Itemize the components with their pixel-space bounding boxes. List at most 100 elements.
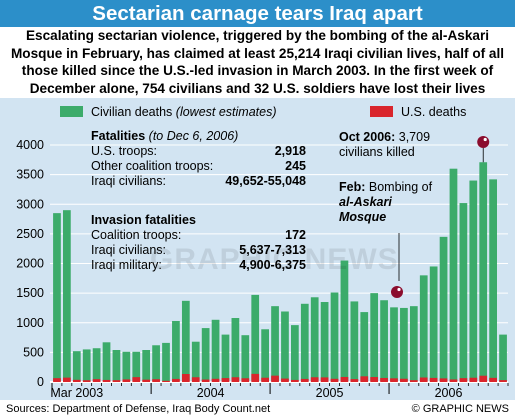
bar-civilian	[251, 294, 260, 382]
oct-annotation-value: 3,709	[395, 130, 431, 144]
x-axis-baseline	[50, 381, 508, 383]
fatalities-row: Iraqi civilians: 49,652-55,048	[91, 174, 306, 189]
bar-civilian	[122, 351, 131, 382]
bar-us	[360, 376, 369, 382]
bar-civilian	[291, 325, 299, 382]
y-tick-label: 3500	[16, 168, 44, 182]
oct-annotation-line1: Oct 2006: 3,709	[339, 130, 430, 145]
bar-us	[320, 377, 329, 382]
oct-annotation: Oct 2006: 3,709 civilians killed	[339, 130, 430, 160]
bar-us	[479, 375, 488, 382]
bar-us	[271, 375, 279, 382]
annotation-marker	[477, 136, 490, 148]
fatalities-box: Fatalities (to Dec 6, 2006) U.S. troops:…	[91, 129, 306, 189]
bar-us	[251, 373, 260, 382]
bar-civilian	[102, 342, 111, 382]
page-title: Sectarian carnage tears Iraq apart	[0, 0, 515, 27]
bar-civilian	[499, 334, 507, 382]
x-tick-label: Mar 2003	[50, 386, 103, 400]
invasion-row-label: Coalition troops:	[91, 228, 182, 242]
fatalities-row-label: Iraqi civilians:	[91, 174, 167, 188]
invasion-box: Invasion fatalities Coalition troops: 172…	[91, 213, 306, 273]
bar-civilian	[330, 292, 339, 382]
legend-us-swatch	[370, 106, 393, 117]
legend-us: U.S. deaths	[370, 105, 466, 119]
x-tick-label: 2006	[435, 386, 463, 400]
bar-civilian	[231, 318, 240, 382]
annotation-marker	[391, 286, 403, 298]
bar-us	[409, 380, 418, 382]
bar-us	[191, 377, 200, 382]
bar-us	[63, 377, 71, 382]
legend-civilian-label: Civilian deaths	[91, 105, 173, 119]
bar-us	[181, 374, 190, 382]
bar-civilian	[261, 329, 269, 382]
bar-us	[241, 378, 250, 382]
bar-us	[350, 379, 359, 382]
bar-civilian	[72, 351, 81, 382]
bar-us	[469, 377, 478, 382]
footer: Sources: Department of Defense, Iraq Bod…	[0, 400, 515, 419]
bar-civilian	[300, 303, 309, 382]
bar-us	[390, 378, 398, 382]
chart: 0 500 1000 1500 2000 2500 3000 3500 4000 Mar 2003…	[16, 136, 509, 400]
bar-us	[211, 378, 220, 382]
fatalities-heading-line: Fatalities (to Dec 6, 2006)	[91, 129, 306, 144]
bar-civilian	[320, 302, 329, 382]
bar-us	[281, 378, 289, 382]
bar-us	[459, 378, 468, 382]
bar-civilian	[489, 179, 497, 382]
feb-annotation: Feb: Bombing of al-Askari Mosque	[339, 180, 432, 225]
bar-us	[449, 379, 458, 382]
invasion-heading: Invasion fatalities	[91, 213, 196, 227]
bar-civilian	[370, 293, 379, 382]
bar-civilian	[360, 312, 369, 382]
y-tick-label: 2000	[16, 257, 44, 271]
bar-civilian	[82, 349, 91, 382]
invasion-row-value: 5,637-7,313	[239, 243, 306, 257]
x-tick-label: 2005	[316, 386, 344, 400]
bar-us	[429, 377, 438, 382]
bar-civilian	[271, 306, 279, 382]
invasion-row-value: 4,900-6,375	[239, 258, 306, 272]
bar-civilian	[340, 260, 349, 382]
feb-annotation-line1: Feb: Bombing of	[339, 180, 432, 195]
bar-civilian	[142, 350, 151, 382]
bar-civilian	[191, 341, 200, 382]
bar-us	[340, 376, 349, 382]
fatalities-row: U.S. troops: 2,918	[91, 144, 306, 159]
bar-us	[261, 377, 269, 382]
invasion-row: Iraqi civilians: 5,637-7,313	[91, 243, 306, 258]
fatalities-row-label: U.S. troops:	[91, 144, 157, 158]
fatalities-heading: Fatalities	[91, 129, 146, 143]
bar-civilian	[201, 328, 210, 382]
invasion-row: Iraqi military: 4,900-6,375	[91, 258, 306, 273]
bar-civilian	[380, 300, 388, 382]
bar-civilian	[53, 213, 61, 382]
annotation-marker-highlight	[397, 287, 401, 292]
legend-civilian-note: (lowest estimates)	[175, 105, 277, 119]
bar-civilian	[439, 236, 448, 382]
bar-civilian	[172, 320, 180, 382]
bar-us	[291, 379, 299, 382]
bar-us	[439, 378, 448, 382]
fatalities-row-value: 49,652-55,048	[225, 174, 306, 188]
footer-sources: Sources: Department of Defense, Iraq Bod…	[6, 403, 271, 415]
bar-civilian	[241, 335, 250, 382]
bar-us	[489, 377, 497, 382]
footer-credit: © GRAPHIC NEWS	[411, 403, 509, 415]
y-tick-label: 3000	[16, 197, 44, 211]
fatalities-row: Other coalition troops: 245	[91, 159, 306, 174]
bar-civilian	[469, 180, 478, 382]
bar-us	[152, 379, 160, 382]
y-tick-label: 1500	[16, 286, 44, 300]
bar-us	[53, 378, 61, 382]
bar-civilian	[449, 168, 458, 382]
fatalities-row-value: 245	[285, 159, 306, 173]
bar-civilian	[63, 210, 71, 382]
bar-us	[370, 377, 379, 382]
bar-us	[380, 377, 388, 382]
x-tick-label: 2004	[197, 386, 225, 400]
legend-us-label: U.S. deaths	[401, 105, 467, 119]
